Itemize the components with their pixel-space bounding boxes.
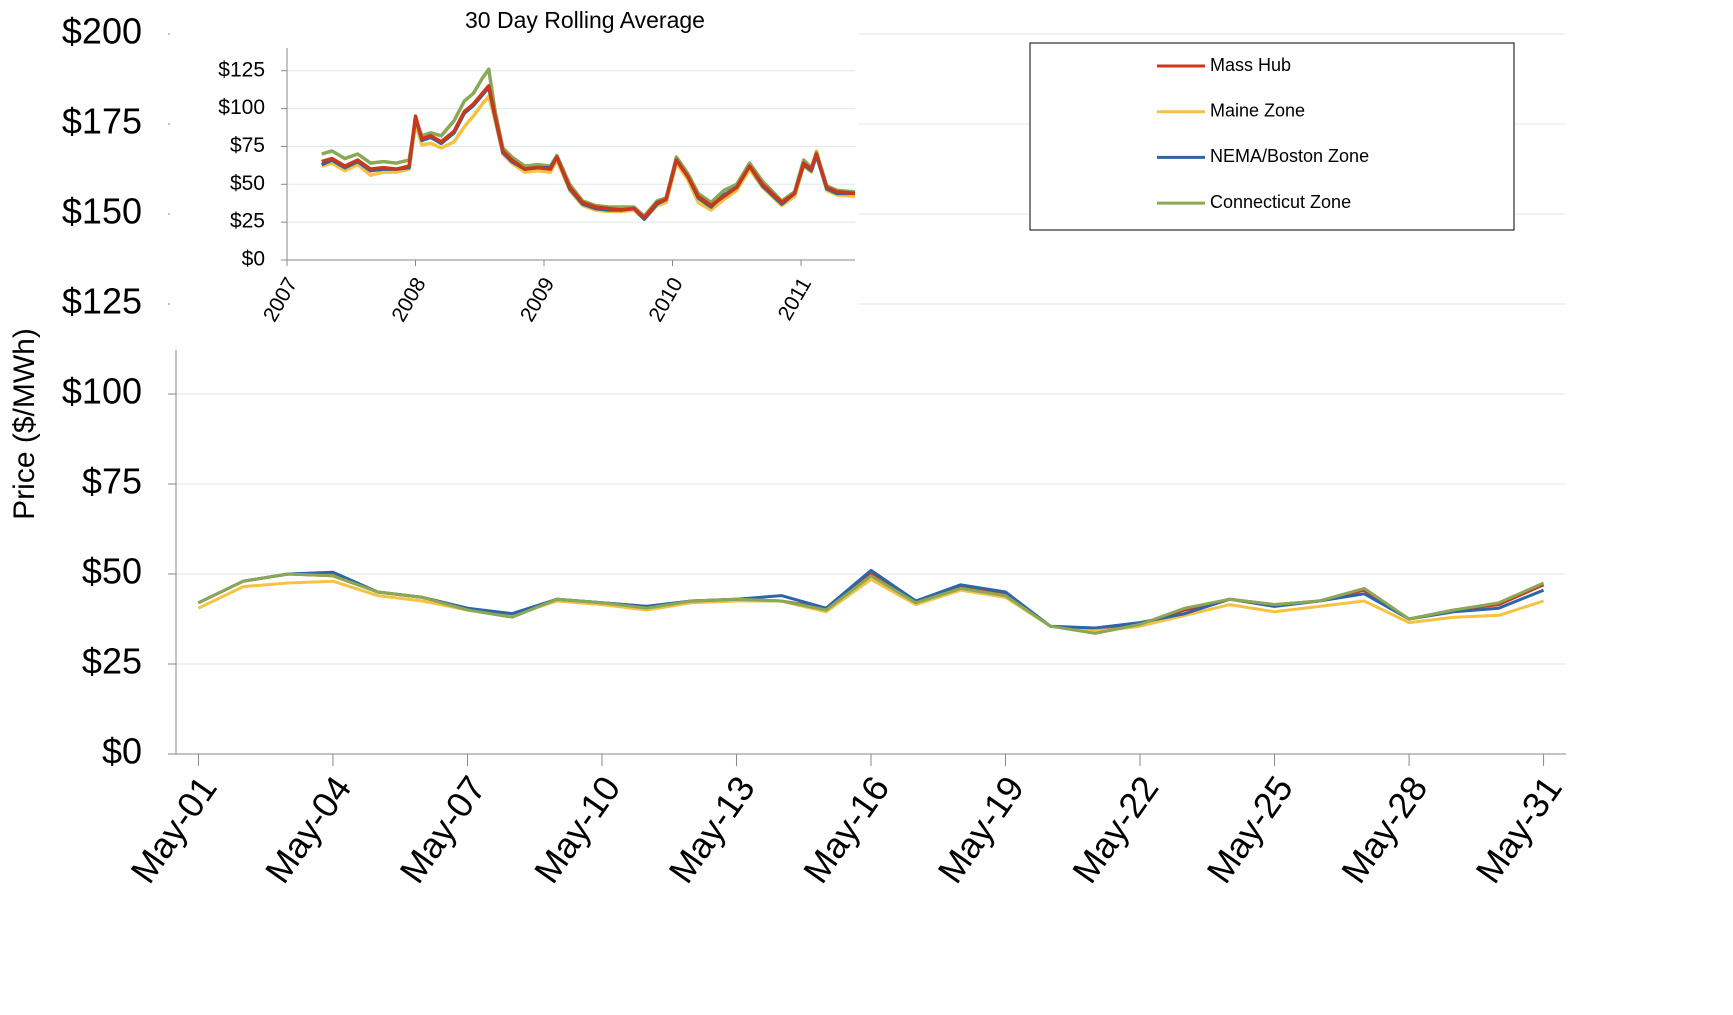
x-tick-label: May-01	[122, 769, 224, 891]
x-tick-label: May-07	[391, 769, 493, 891]
y-axis-label: Price ($/MWh)	[8, 328, 41, 520]
legend-label: Mass Hub	[1210, 55, 1291, 75]
y-tick-label: $75	[82, 461, 142, 502]
x-tick-label: May-22	[1064, 769, 1166, 891]
y-tick-label: $25	[82, 641, 142, 682]
x-tick-label: May-04	[257, 769, 359, 891]
legend-label: Connecticut Zone	[1210, 192, 1351, 212]
x-tick-label: May-28	[1333, 769, 1435, 891]
y-tick-label: $25	[230, 210, 265, 233]
x-tick-label: May-13	[660, 769, 762, 891]
y-tick-label: $150	[62, 191, 142, 232]
y-tick-label: $50	[230, 172, 265, 195]
y-tick-label: $0	[242, 248, 265, 271]
y-tick-label: $200	[62, 11, 142, 52]
legend-label: NEMA/Boston Zone	[1210, 146, 1369, 166]
x-tick-label: May-10	[526, 769, 628, 891]
inset-title: 30 Day Rolling Average	[465, 7, 705, 33]
y-tick-label: $175	[62, 101, 142, 142]
y-tick-label: $0	[102, 731, 142, 772]
x-tick-label: May-31	[1467, 769, 1569, 891]
legend-box	[1029, 42, 1515, 231]
y-tick-label: $125	[62, 281, 142, 322]
legend-label: Maine Zone	[1210, 100, 1305, 120]
y-tick-label: $75	[230, 134, 265, 157]
data-line	[321, 84, 856, 220]
data-line	[197, 572, 1545, 635]
y-tick-label: $125	[218, 58, 265, 81]
x-tick-label: May-19	[929, 769, 1031, 891]
y-tick-label: $50	[82, 551, 142, 592]
legend: Mass Hub Maine Zone NEMA/Boston Zone Connec…	[1029, 42, 1515, 231]
x-tick-label: May-16	[795, 769, 897, 891]
y-tick-label: $100	[62, 371, 142, 412]
y-tick-label: $100	[218, 96, 265, 119]
data-line	[197, 577, 1545, 634]
x-tick-label: May-25	[1198, 769, 1300, 891]
